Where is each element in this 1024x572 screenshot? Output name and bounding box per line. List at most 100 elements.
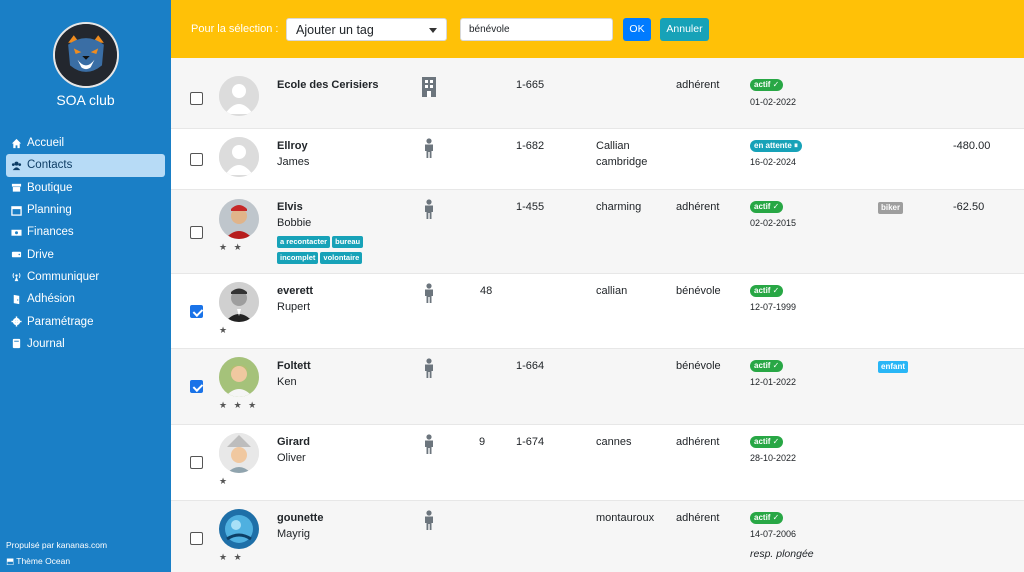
table-row[interactable]: ★ everett Rupert 48 callian bénévole act… xyxy=(171,274,1024,349)
contact-name[interactable]: Elvis xyxy=(277,201,303,213)
sidebar-item-label: Accueil xyxy=(27,137,65,150)
table-row[interactable]: ★ ★ Elvis Bobbie a recontacter bureau inc… xyxy=(171,190,1024,274)
contact-name[interactable]: Foltett xyxy=(277,360,311,372)
balance-amount: -480.00 xyxy=(953,140,991,152)
sidebar-item-communiquer[interactable]: Communiquer xyxy=(6,266,165,288)
member-code: 1-455 xyxy=(516,201,545,213)
balance-amount: -62.50 xyxy=(953,201,985,213)
table-row[interactable]: ★ ★ ★ Foltett Ken 1-664 bénévole actif ✓… xyxy=(171,349,1024,425)
sidebar-item-label: Drive xyxy=(27,248,54,261)
sidebar-item-label: Contacts xyxy=(27,159,73,172)
table-row[interactable]: ★ ★ gounette Mayrig montauroux adhérent … xyxy=(171,501,1024,572)
status-badge: actif ✓ xyxy=(750,285,784,297)
row-checkbox[interactable] xyxy=(190,380,203,393)
tag-bureau[interactable]: bureau xyxy=(332,236,364,248)
status-badge: actif ✓ xyxy=(750,201,784,213)
status-date: 12-07-1999 xyxy=(750,302,797,312)
gear-icon xyxy=(9,316,24,328)
sidebar-item-parametrage[interactable]: Paramétrage xyxy=(6,310,165,332)
person-icon xyxy=(421,199,437,219)
status-badge: actif ✓ xyxy=(750,436,784,448)
shop-icon xyxy=(9,182,24,194)
sidebar-item-planning[interactable]: Planning xyxy=(6,199,165,221)
person-icon xyxy=(421,358,437,378)
theme-label: Thème Ocean xyxy=(16,556,71,566)
member-city: montauroux xyxy=(596,512,655,524)
status-date: 28-10-2022 xyxy=(750,453,797,463)
sidebar-item-label: Finances xyxy=(27,226,74,239)
member-city: callian xyxy=(596,285,628,297)
status-badge: en attente ⏸ xyxy=(750,140,803,152)
contacts-table: Ecole des Cerisiers 1-665 adhérent actif… xyxy=(171,58,1024,572)
club-logo[interactable] xyxy=(53,22,119,88)
person-icon xyxy=(421,510,437,530)
sidebar-item-label: Paramétrage xyxy=(27,315,94,328)
member-role: adhérent xyxy=(676,436,720,448)
action-select[interactable]: Ajouter un tag xyxy=(286,18,447,41)
building-icon xyxy=(421,77,437,97)
row-checkbox[interactable] xyxy=(190,456,203,469)
person-icon xyxy=(421,283,437,303)
contact-name[interactable]: Girard xyxy=(277,436,311,448)
sidebar-item-label: Planning xyxy=(27,204,72,217)
cancel-button[interactable]: Annuler xyxy=(660,18,709,41)
contact-name[interactable]: Ecole des Cerisiers xyxy=(277,79,379,91)
table-row[interactable]: Ellroy James 1-682 Callian cambridge en … xyxy=(171,129,1024,190)
sidebar-footer: Propulsé par kananas.com ⬒ Thème Ocean xyxy=(6,537,107,569)
status-date: 01-02-2022 xyxy=(750,97,797,107)
tag-incomplet[interactable]: incomplet xyxy=(277,252,319,264)
status-date: 02-02-2015 xyxy=(750,218,797,228)
member-code: 1-682 xyxy=(516,140,545,152)
ok-button[interactable]: OK xyxy=(623,18,651,41)
member-role: adhérent xyxy=(676,79,720,91)
member-code: 1-665 xyxy=(516,79,545,91)
avatar xyxy=(219,433,259,473)
avatar xyxy=(219,357,259,397)
avatar xyxy=(219,199,259,239)
selection-label: Pour la sélection : xyxy=(191,23,279,35)
sidebar: SOA club Accueil Contacts Boutique Plann… xyxy=(0,0,171,572)
avatar xyxy=(219,76,259,116)
sidebar-item-adhesion[interactable]: Adhésion xyxy=(6,288,165,310)
status-date: 14-07-2006 xyxy=(750,529,797,539)
contact-name[interactable]: gounette xyxy=(277,512,324,524)
sidebar-item-accueil[interactable]: Accueil xyxy=(6,132,165,154)
table-row[interactable]: Ecole des Cerisiers 1-665 adhérent actif… xyxy=(171,58,1024,129)
tag-list: a recontacter bureau incomplet volontaire xyxy=(277,233,387,265)
person-icon xyxy=(421,138,437,158)
sidebar-item-drive[interactable]: Drive xyxy=(6,243,165,265)
row-checkbox[interactable] xyxy=(190,305,203,318)
table-row[interactable]: ★ Girard Oliver 9 1-674 cannes adhérent … xyxy=(171,425,1024,501)
row-checkbox[interactable] xyxy=(190,153,203,166)
sidebar-item-boutique[interactable]: Boutique xyxy=(6,177,165,199)
member-role: bénévole xyxy=(676,360,721,372)
sidebar-item-journal[interactable]: Journal xyxy=(6,333,165,355)
theme-link[interactable]: ⬒ Thème Ocean xyxy=(6,553,107,569)
sidebar-item-label: Communiquer xyxy=(27,270,100,283)
bulk-action-bar: Pour la sélection : Ajouter un tag OK An… xyxy=(171,0,1024,58)
tag-input[interactable] xyxy=(460,18,613,41)
home-icon xyxy=(9,137,24,149)
powered-by-link[interactable]: Propulsé par kananas.com xyxy=(6,540,108,550)
avatar xyxy=(219,137,259,177)
contact-name[interactable]: Ellroy xyxy=(277,140,308,152)
users-icon xyxy=(9,159,24,171)
row-checkbox[interactable] xyxy=(190,532,203,545)
sidebar-item-label: Boutique xyxy=(27,181,73,194)
sidebar-item-contacts[interactable]: Contacts xyxy=(6,154,165,177)
chevron-down-icon xyxy=(429,28,437,33)
sidebar-item-finances[interactable]: Finances xyxy=(6,221,165,243)
row-checkbox[interactable] xyxy=(190,226,203,239)
person-icon xyxy=(421,434,437,454)
money-icon xyxy=(9,226,24,238)
status-badge: actif ✓ xyxy=(750,512,784,524)
member-number: 48 xyxy=(480,285,493,297)
row-checkbox[interactable] xyxy=(190,92,203,105)
member-city: Callian cambridge xyxy=(596,140,648,168)
category-badge: enfant xyxy=(878,361,908,373)
contact-name[interactable]: everett xyxy=(277,285,314,297)
tag-volontaire[interactable]: volontaire xyxy=(320,252,363,264)
tag-a-recontacter[interactable]: a recontacter xyxy=(277,236,331,248)
book-icon xyxy=(9,338,24,350)
paint-roller-icon: ⬒ xyxy=(6,556,17,566)
